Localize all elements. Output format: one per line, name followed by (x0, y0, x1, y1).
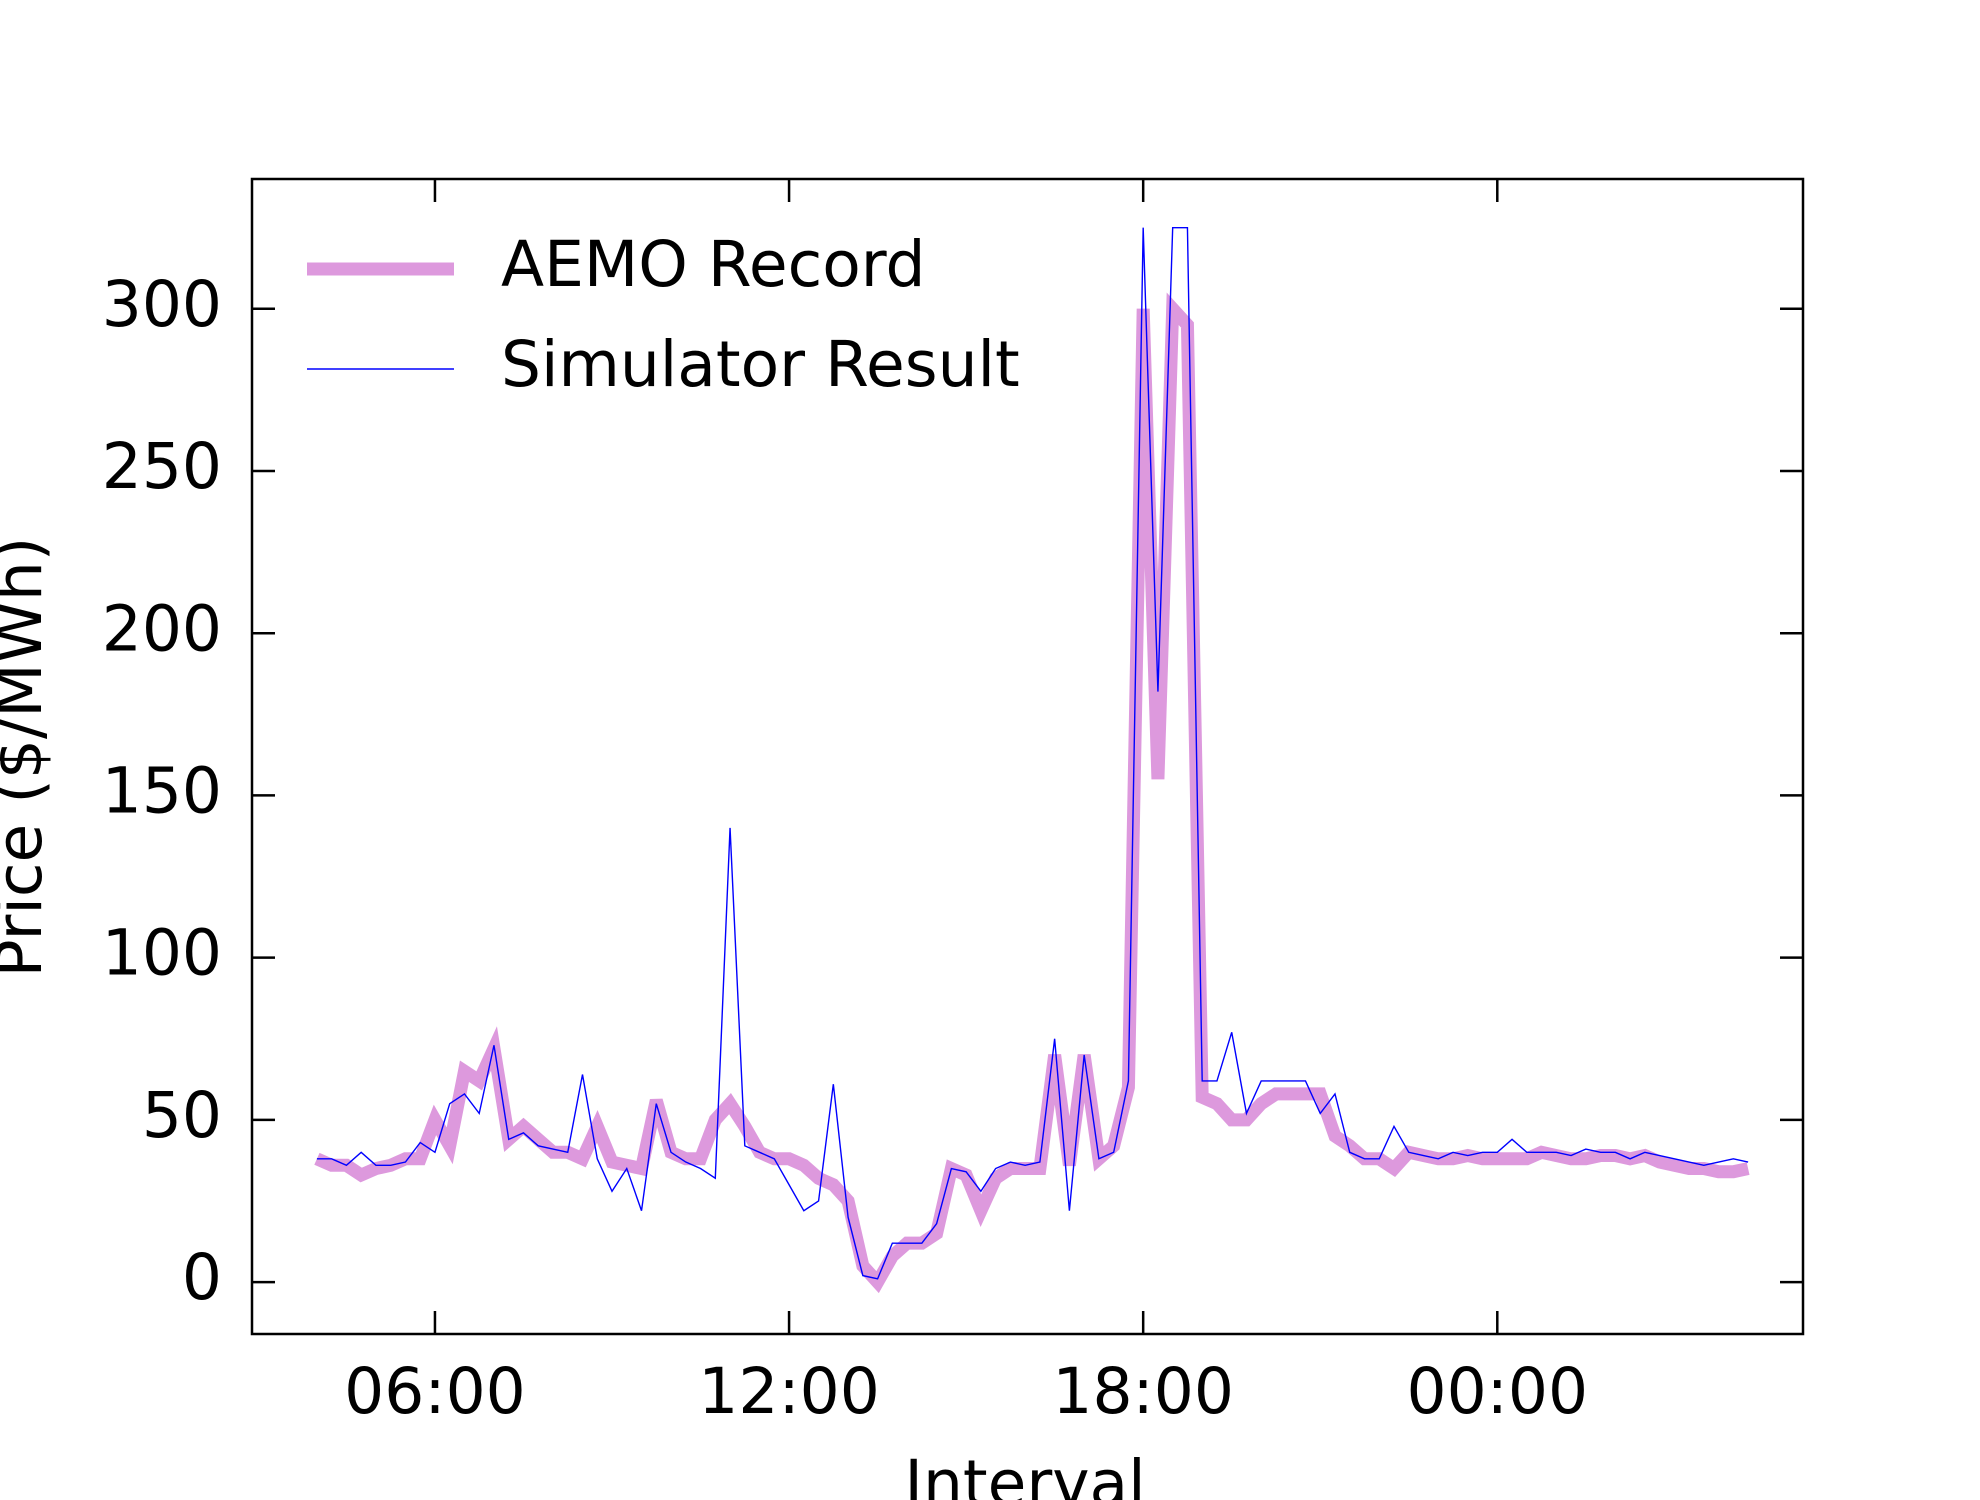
y-tick-label: 250 (102, 430, 222, 503)
y-tick-label: 300 (102, 268, 222, 341)
x-tick-label: 06:00 (344, 1355, 526, 1428)
x-tick-label: 18:00 (1052, 1355, 1234, 1428)
y-tick-label: 150 (102, 755, 222, 828)
x-tick-label: 00:00 (1407, 1355, 1589, 1428)
x-tick-label: 12:00 (698, 1355, 880, 1428)
y-axis-label: Price ($/MWh) (0, 537, 56, 978)
y-tick-label: 50 (142, 1079, 222, 1152)
legend-label: Simulator Result (501, 328, 1020, 401)
plot-frame (250, 177, 1805, 1336)
y-tick-label: 0 (182, 1241, 222, 1314)
series-line (316, 226, 1749, 1280)
legend-label: AEMO Record (501, 228, 926, 301)
y-tick-label: 200 (102, 592, 222, 665)
series-line (314, 292, 1750, 1294)
y-tick-label: 100 (102, 917, 222, 990)
x-axis-label: Interval (904, 1447, 1145, 1500)
